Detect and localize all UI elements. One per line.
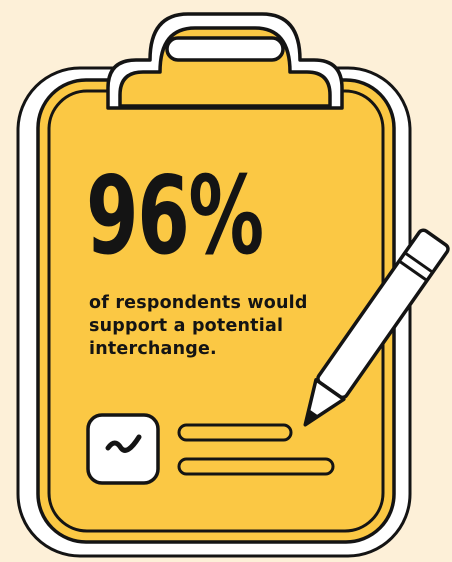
checkbox [86, 413, 160, 485]
clipboard-clip-icon [106, 12, 344, 110]
check-icon [105, 434, 142, 453]
stat-caption: of respondents would support a potential… [89, 293, 308, 359]
pencil-icon [303, 228, 450, 427]
stat-percentage: 96% [86, 154, 264, 279]
form-line-2 [177, 457, 335, 476]
form-line-1 [177, 423, 293, 442]
